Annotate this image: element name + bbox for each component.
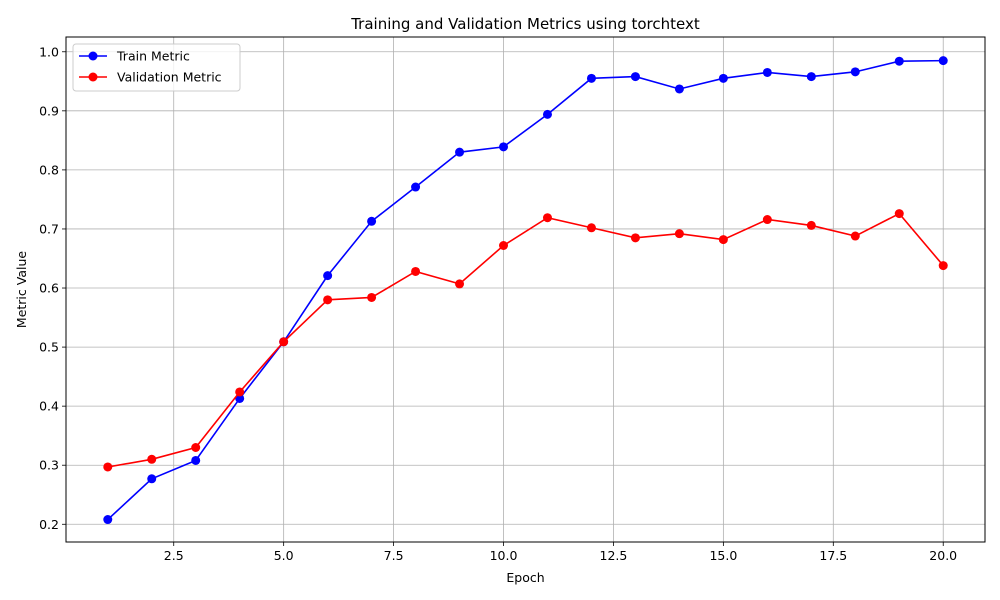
data-point [894,209,904,219]
series-line-0 [107,59,944,521]
data-point [938,56,948,66]
y-tick-label: 0.6 [39,281,59,296]
y-tick-label: 0.3 [39,458,59,473]
y-tick-label: 0.8 [39,162,59,177]
data-point [147,474,157,484]
legend-marker [88,72,98,82]
y-tick-label: 0.4 [39,399,59,414]
data-point [235,393,245,403]
x-tick-label: 10.0 [490,548,518,563]
x-tick-label: 5.0 [274,548,294,563]
chart-title: Training and Validation Metrics using to… [350,15,700,33]
legend-label: Validation Metric [117,70,222,85]
data-point [499,240,509,250]
data-point [762,215,772,225]
y-tick-label: 0.9 [39,103,59,118]
data-point [674,229,684,239]
data-point [630,72,640,82]
legend: Train Metric Validation Metric [72,43,241,92]
x-tick-label: 15.0 [709,548,737,563]
data-point [542,213,552,223]
data-point [542,109,552,119]
data-point [279,337,289,347]
data-point [674,84,684,94]
y-tick-label: 1.0 [39,44,59,59]
data-point [191,455,201,465]
x-tick-label: 12.5 [600,548,628,563]
legend-box [72,43,241,92]
grid [66,37,985,542]
data-point [586,223,596,233]
data-point [499,142,509,152]
series-line-1 [107,212,944,468]
x-axis-label: Epoch [506,570,544,585]
legend-label: Train Metric [116,49,190,64]
data-point [806,72,816,82]
data-point [411,182,421,192]
data-point [323,271,333,281]
data-point [850,231,860,241]
x-tick-label: 17.5 [819,548,847,563]
data-point [191,442,201,452]
axis-ticks: 2.5 5.0 7.5 10.0 12.5 15.0 17.5 20.0 0.2 0.3 0.4 0.… [39,44,957,563]
data-point [147,454,157,464]
data-point [806,220,816,230]
data-point [630,233,640,243]
data-point [455,147,465,157]
data-point [367,292,377,302]
y-tick-label: 0.7 [39,221,59,236]
data-point [323,295,333,305]
data-point [894,56,904,66]
plot-frame [65,36,986,543]
data-point [367,216,377,226]
data-point [103,462,113,472]
legend-marker [88,51,98,61]
x-tick-label: 7.5 [384,548,404,563]
data-point [718,235,728,245]
x-tick-label: 20.0 [929,548,957,563]
data-point [235,387,245,397]
series-layer [103,56,948,525]
data-point [850,67,860,77]
data-point [103,515,113,525]
y-tick-label: 0.2 [39,517,59,532]
data-point [762,67,772,77]
y-axis-label: Metric Value [14,251,29,328]
x-tick-label: 2.5 [164,548,184,563]
y-tick-label: 0.5 [39,340,59,355]
data-point [938,261,948,271]
data-point [718,73,728,83]
data-point [586,73,596,83]
data-point [455,279,465,289]
data-point [411,266,421,276]
